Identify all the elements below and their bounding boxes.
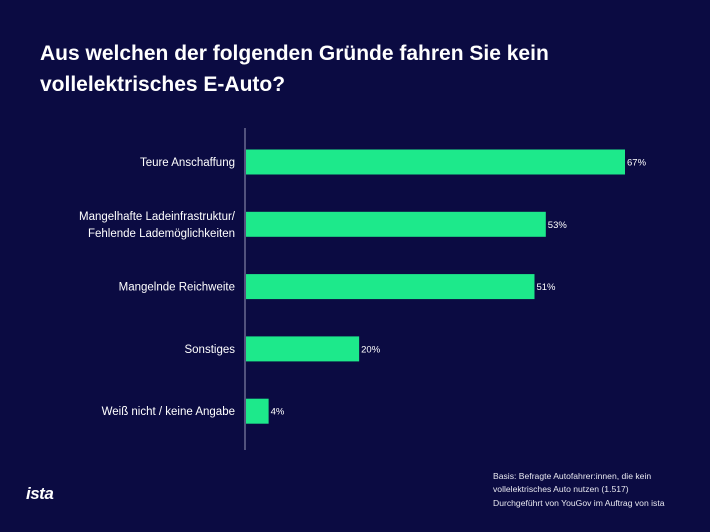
chart-title: Aus welchen der folgenden Gründe fahren …: [40, 42, 549, 96]
category-label: Weiß nicht / keine Angabe: [102, 406, 235, 418]
bar: [246, 398, 269, 424]
category-label: Mangelnde Reichweite: [119, 282, 235, 294]
footnote: Basis: Befragte Autofahrer:innen, die ke…: [493, 470, 693, 510]
data-label: 53%: [548, 220, 568, 231]
bar: [246, 211, 546, 237]
data-label: 67%: [627, 158, 647, 169]
bar: [246, 274, 535, 300]
footnote-basis: Basis: Befragte Autofahrer:innen, die ke…: [493, 471, 652, 494]
data-label: 4%: [271, 407, 285, 418]
footnote-source: Durchgeführt von YouGov im Auftrag von i…: [493, 498, 665, 508]
bar: [246, 149, 625, 175]
bar: [246, 336, 360, 362]
category-label: Mangelhafte Ladeinfrastruktur/: [79, 211, 236, 223]
data-label: 51%: [536, 282, 556, 293]
data-label: 20%: [361, 344, 381, 355]
category-label: Sonstiges: [184, 344, 235, 356]
category-label: Teure Anschaffung: [140, 157, 235, 169]
category-label: Fehlende Lademöglichkeiten: [88, 228, 235, 240]
ista-logo: ista: [26, 484, 54, 503]
